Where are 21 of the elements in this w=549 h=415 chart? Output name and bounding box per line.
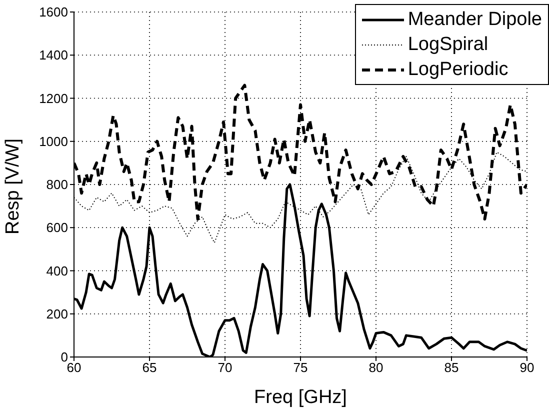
y-tick-label: 1400 [39, 48, 68, 63]
y-tick-label: 0 [60, 350, 68, 365]
x-tick-label: 60 [66, 360, 82, 376]
y-tick-label: 200 [46, 306, 68, 322]
x-tick-label: 90 [520, 360, 534, 376]
y-tick-label: 1600 [39, 4, 68, 20]
legend-label: LogSpiral [408, 34, 488, 56]
y-tick-label: 1000 [39, 134, 68, 149]
x-tick-label: 65 [142, 360, 157, 376]
x-tick-label: 80 [368, 360, 384, 376]
y-tick-label: 800 [46, 177, 68, 192]
y-tick-label: 1200 [39, 90, 68, 106]
x-tick-label: 85 [444, 360, 459, 376]
y-axis-title: Resp [V/W] [2, 138, 24, 234]
y-tick-label: 600 [46, 220, 68, 236]
x-axis-title: Freq [GHz] [254, 387, 347, 408]
legend-label: LogPeriodic [408, 58, 508, 80]
legend-label: Meander Dipole [408, 8, 542, 30]
x-tick-label: 75 [293, 360, 308, 376]
x-tick-label: 70 [218, 360, 232, 376]
y-tick-label: 400 [46, 263, 68, 278]
